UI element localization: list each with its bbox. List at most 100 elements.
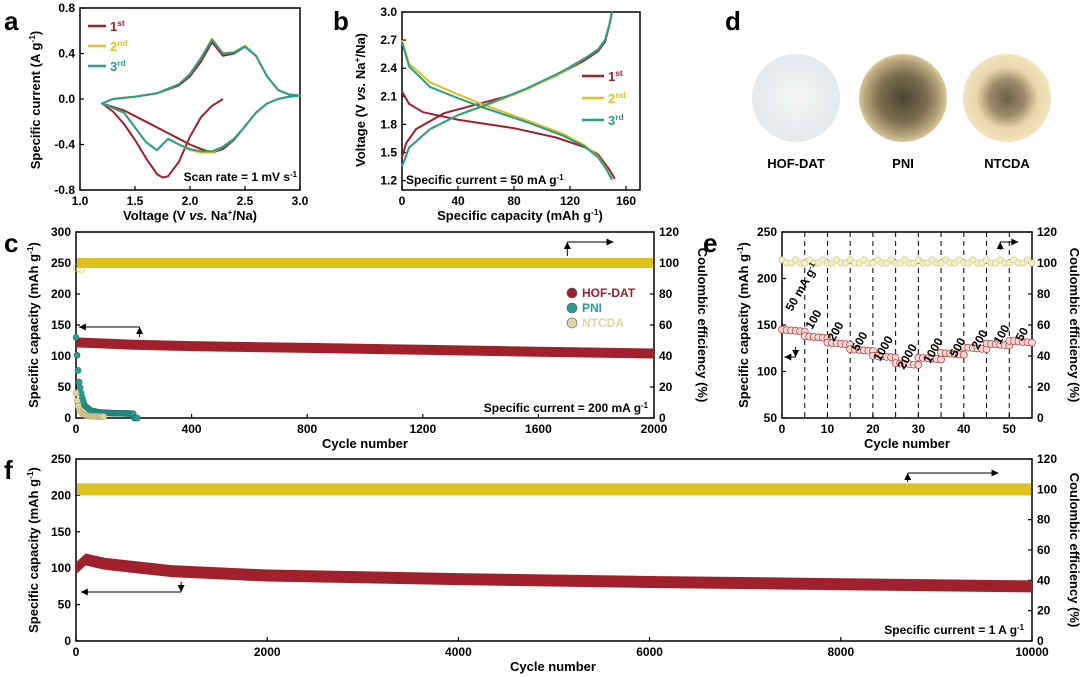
y-tick-label: 250 bbox=[51, 256, 71, 270]
y2-tick-label: 60 bbox=[659, 318, 673, 332]
x-tick-label: 160 bbox=[616, 194, 636, 208]
hof-dat-photo bbox=[752, 54, 840, 142]
y2-tick-label: 60 bbox=[1037, 318, 1051, 332]
label-part: Specific current = 1 A g bbox=[884, 623, 1017, 637]
y-tick-label: 3.0 bbox=[380, 5, 397, 19]
label-part: ) bbox=[26, 467, 41, 471]
label-part: rd bbox=[615, 112, 623, 122]
legend-marker bbox=[566, 302, 578, 314]
x-tick-label: 6000 bbox=[636, 645, 663, 659]
x-tick-label: 1.0 bbox=[72, 194, 89, 208]
label-part: rd bbox=[117, 58, 125, 68]
pni-point bbox=[72, 334, 80, 341]
label-part: -1 bbox=[557, 173, 565, 182]
x-tick-label: 40 bbox=[957, 422, 971, 436]
y2-tick-label: 20 bbox=[1037, 380, 1051, 394]
y2-tick-label: 40 bbox=[1037, 349, 1051, 363]
x-tick-label: 40 bbox=[451, 194, 465, 208]
legend-marker bbox=[566, 287, 578, 299]
y-tick-label: 300 bbox=[51, 225, 71, 239]
panel-letter-f: f bbox=[4, 455, 13, 485]
y-axis-label: Specific capacity (mAh g-1) bbox=[25, 467, 41, 633]
x-axis-label: Cycle number bbox=[510, 659, 596, 674]
panel-f: f0 2000 4000 6000 8000 1000005010015020025002… bbox=[4, 452, 1080, 674]
label-part: -1 bbox=[290, 170, 298, 179]
x-tick-label: 120 bbox=[560, 194, 580, 208]
y-tick-label: 0.4 bbox=[58, 47, 75, 61]
y-tick-label: 0 bbox=[64, 411, 71, 425]
y2-tick-label: 100 bbox=[1037, 256, 1057, 270]
pni-point bbox=[73, 351, 81, 359]
panel-letter-a: a bbox=[4, 6, 19, 36]
ce-point bbox=[76, 264, 85, 274]
y-tick-label: 200 bbox=[51, 287, 71, 301]
y2-tick-label: 80 bbox=[1037, 513, 1051, 527]
label-part: 50 bbox=[1012, 325, 1031, 344]
current-annotation: Specific current = 50 mA g-1 bbox=[406, 173, 564, 188]
label-part: Na bbox=[207, 208, 228, 223]
label-part: -1 bbox=[25, 471, 35, 479]
ntcda-point bbox=[100, 413, 108, 421]
pni-point bbox=[134, 414, 141, 422]
y-tick-label: -0.8 bbox=[54, 183, 75, 197]
label-part: -1 bbox=[735, 246, 745, 254]
label-part: ) bbox=[28, 31, 43, 35]
gcd-curve bbox=[401, 91, 616, 180]
y-tick-label: 100 bbox=[51, 561, 71, 575]
y2-tick-label: 40 bbox=[659, 349, 673, 363]
label-part: 2 bbox=[608, 91, 615, 106]
label-part: 100 bbox=[802, 307, 824, 332]
y2-tick-label: 0 bbox=[1037, 634, 1044, 648]
label-part: Na bbox=[353, 62, 368, 83]
x-tick-label: 800 bbox=[297, 422, 317, 436]
arrow-head bbox=[563, 242, 571, 249]
arrow-head bbox=[136, 327, 144, 334]
label-part: /Na) bbox=[353, 33, 368, 58]
rate-label: 50 bbox=[1012, 325, 1031, 344]
label-part: 2 bbox=[110, 39, 117, 54]
y2-tick-label: 0 bbox=[1037, 411, 1044, 425]
y-tick-label: 200 bbox=[51, 488, 71, 502]
x-tick-label: 10 bbox=[821, 422, 835, 436]
label-part: st bbox=[117, 18, 125, 28]
panel-letter-e: e bbox=[703, 228, 717, 258]
current-annotation: Specific current = 200 mA g-1 bbox=[484, 401, 649, 416]
x-tick-label: 2.0 bbox=[182, 194, 199, 208]
label-part: 50 mA g bbox=[782, 266, 817, 313]
arrow-head bbox=[78, 323, 86, 331]
x-tick-label: 10000 bbox=[1015, 645, 1049, 659]
x-tick-label: 1600 bbox=[525, 422, 552, 436]
label-part: Specific current (A g bbox=[28, 43, 43, 170]
y-tick-label: 0.0 bbox=[58, 92, 75, 106]
y-axis-label: Specific capacity (mAh g-1) bbox=[735, 242, 751, 408]
y2-tick-label: 120 bbox=[1037, 225, 1057, 239]
gcd-curve bbox=[401, 11, 613, 167]
legend-label: 1st bbox=[608, 68, 623, 84]
y2-tick-label: 120 bbox=[659, 225, 679, 239]
y-tick-label: 2.7 bbox=[380, 33, 397, 47]
ntcda-point bbox=[72, 389, 80, 397]
legend-label: PNI bbox=[582, 301, 602, 315]
hof-dat-capacity-band bbox=[76, 553, 1032, 593]
label-part: ) bbox=[599, 208, 603, 223]
label-part: 3 bbox=[608, 113, 615, 128]
x-tick-label: 400 bbox=[182, 422, 202, 436]
x-tick-label: 20 bbox=[866, 422, 880, 436]
arrow-head bbox=[80, 588, 88, 596]
current-annotation: Specific current = 1 A g-1 bbox=[884, 623, 1024, 638]
arrow-head bbox=[792, 350, 800, 357]
panel-e: e 0 10 20 30 40 50 50 100 150 200 250 0 20 40 60 80 100 12… bbox=[703, 225, 1080, 451]
ce-point bbox=[1028, 259, 1036, 267]
y-tick-label: 200 bbox=[757, 272, 777, 286]
x-tick-label: 0 bbox=[73, 422, 80, 436]
label-part: Specific current = 200 mA g bbox=[484, 401, 641, 415]
y2-tick-label: 80 bbox=[659, 287, 673, 301]
label-part: 3 bbox=[110, 59, 117, 74]
rate-label: 100 bbox=[802, 307, 824, 332]
panel-a: a 1.0 1.5 2.0 2.5 3.0 -0.8 -0.4 0.0 0.4 0.8 1st 2nd 3… bbox=[4, 1, 309, 223]
legend-label: NTCDA bbox=[582, 316, 624, 330]
x-tick-label: 2000 bbox=[641, 422, 668, 436]
arrow-head bbox=[784, 353, 792, 361]
legend-label: 3rd bbox=[608, 112, 624, 128]
